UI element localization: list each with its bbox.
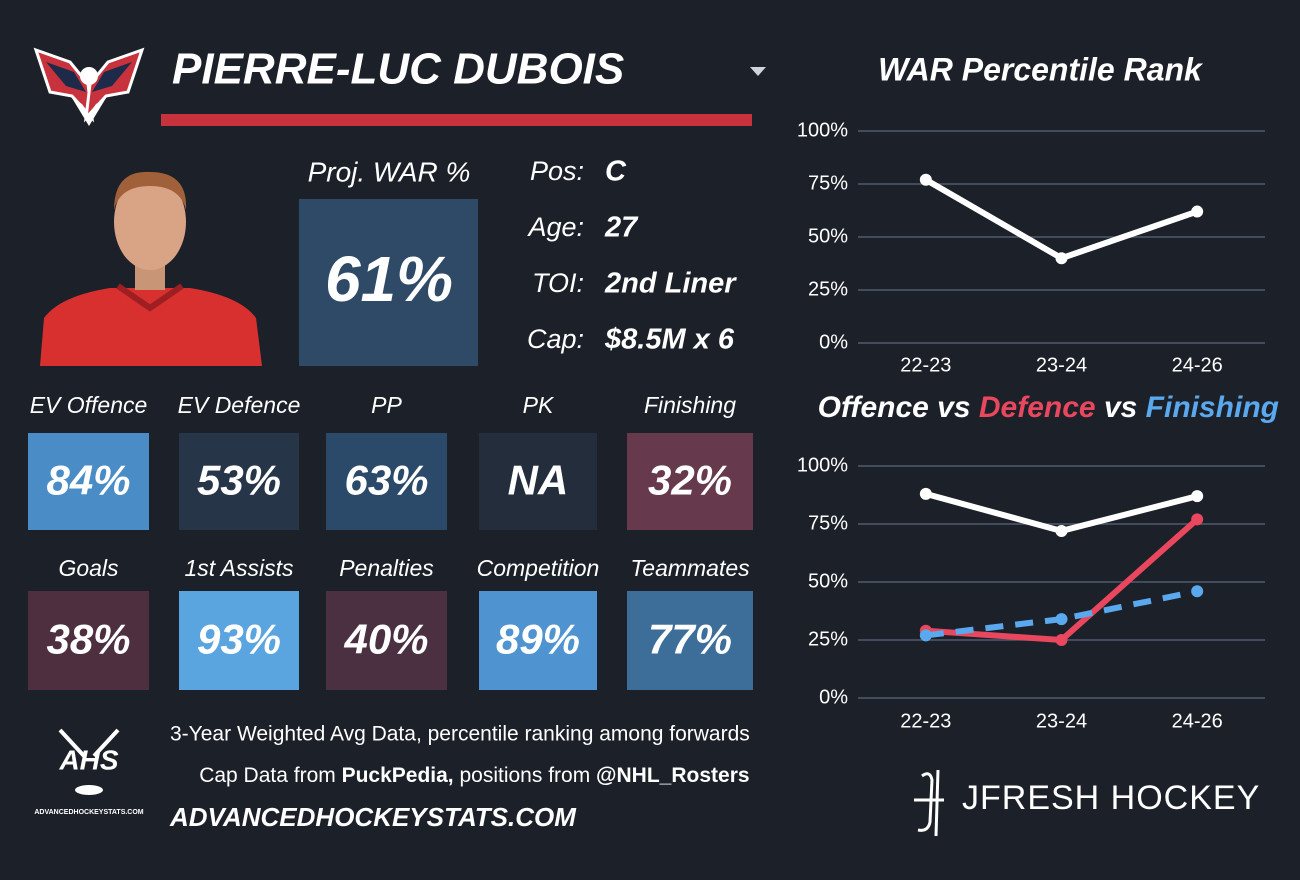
data-point (1191, 513, 1204, 526)
y-tick-label: 25% (808, 628, 848, 650)
player-photo (40, 171, 262, 366)
player-dropdown[interactable] (750, 67, 766, 76)
footer-line: Cap Data from PuckPedia, positions from … (170, 764, 767, 787)
y-tick-label: 100% (797, 454, 848, 476)
charts: 0% 25% 50% 75% 100% 22-23 23-24 24-26 0% 25% 50% 75… (797, 119, 1265, 732)
footer-text: Cap Data from (199, 764, 341, 787)
y-tick-label: 75% (808, 512, 848, 534)
name-underline (161, 114, 752, 126)
x-tick-label: 23-24 (1036, 354, 1087, 376)
team-logo (33, 47, 145, 126)
stat-tiles: EV Offence 84% EV Defence 53% PP 63% PK NA Finis… (28, 392, 753, 690)
tile (326, 591, 447, 690)
data-point (1055, 524, 1068, 537)
info-value: $8.5M x 6 (604, 324, 735, 356)
data-point (919, 173, 932, 186)
info-value: 27 (604, 212, 639, 244)
info-label: Pos: (530, 156, 584, 186)
player-name: PIERRE-LUC DUBOIS (172, 45, 624, 94)
projection-box (299, 199, 478, 366)
data-point (1191, 490, 1204, 503)
tile (627, 433, 753, 530)
info-label: Cap: (527, 324, 584, 354)
tile (479, 591, 597, 690)
brand-logo (914, 769, 944, 837)
y-tick-label: 50% (808, 570, 848, 592)
y-tick-label: 25% (808, 278, 848, 300)
chart-title: Offence vs Defence vs Finishing (776, 391, 1300, 424)
data-point (1055, 634, 1068, 646)
footer-text: positions from (454, 764, 596, 787)
footer-text: @NHL_Rosters (596, 764, 750, 787)
y-tick-label: 50% (808, 225, 848, 247)
footer-text: PuckPedia, (342, 764, 454, 787)
tile (326, 433, 447, 530)
tile-label: Competition (477, 555, 600, 581)
tile-label: Goals (58, 555, 119, 581)
tile (479, 433, 597, 530)
y-tick-label: 100% (797, 119, 848, 141)
info-list: Pos: C Age: 27 TOI: 2nd Liner Cap: $8.5M x 6 (526, 156, 737, 356)
tile-value: 32% (648, 457, 732, 504)
tile (179, 433, 299, 530)
tile-label: Penalties (339, 555, 434, 581)
data-point (1191, 585, 1204, 598)
tile-value: 77% (648, 616, 732, 663)
tile-label: PP (371, 392, 402, 418)
y-tick-label: 0% (819, 686, 848, 708)
ahs-logo-caption: ADVANCEDHOCKEYSTATS.COM (34, 809, 143, 816)
tile (627, 591, 753, 690)
tile-label: EV Defence (178, 392, 301, 418)
tile-value: 38% (46, 616, 130, 663)
data-point (919, 629, 932, 642)
legend-entry: Offence (818, 391, 929, 424)
info-value: 2nd Liner (604, 268, 737, 300)
data-point (1055, 613, 1068, 626)
ahs-logo: AHS ADVANCEDHOCKEYSTATS.COM (34, 728, 144, 816)
tile-value: 89% (496, 616, 580, 663)
y-tick-label: 75% (808, 172, 848, 194)
info-label: Age: (526, 212, 584, 242)
tile-label: Finishing (644, 392, 736, 418)
legend-entry: Finishing (1146, 391, 1279, 424)
projection-value: 61% (325, 243, 453, 315)
footer-site: ADVANCEDHOCKEYSTATS.COM (169, 802, 577, 832)
tile-label: PK (523, 392, 555, 418)
x-tick-label: 24-26 (1172, 710, 1223, 732)
legend-entry: Defence (979, 391, 1096, 424)
x-tick-label: 22-23 (900, 354, 951, 376)
footer-line: 3-Year Weighted Avg Data, percentile ran… (170, 723, 750, 746)
chart-title: WAR Percentile Rank (878, 51, 1204, 87)
tile-value: 53% (197, 457, 281, 504)
tile (179, 591, 299, 690)
tile-label: EV Offence (30, 392, 148, 418)
projection-label: Proj. WAR % (308, 156, 471, 187)
x-tick-label: 24-26 (1172, 354, 1223, 376)
data-point (1191, 205, 1204, 218)
x-tick-label: 23-24 (1036, 710, 1087, 732)
brand-name: JFRESH HOCKEY (962, 779, 1260, 817)
y-tick-label: 0% (819, 331, 848, 353)
ahs-logo-text: AHS (58, 744, 118, 775)
tile-label: 1st Assists (184, 555, 294, 581)
tile-value: 63% (344, 457, 428, 504)
info-value: C (605, 156, 627, 188)
data-point (919, 487, 932, 500)
tile-value: 84% (46, 457, 130, 504)
tile-label: Teammates (630, 555, 750, 581)
x-tick-label: 22-23 (900, 710, 951, 732)
tile-value: 93% (197, 616, 281, 663)
tile-value: NA (508, 457, 569, 504)
title-separator: vs (1104, 391, 1137, 424)
title-separator: vs (937, 391, 970, 424)
data-point (1055, 252, 1068, 265)
info-label: TOI: (532, 268, 584, 298)
tile (28, 591, 149, 690)
tile-value: 40% (343, 616, 428, 663)
tile (28, 433, 149, 530)
